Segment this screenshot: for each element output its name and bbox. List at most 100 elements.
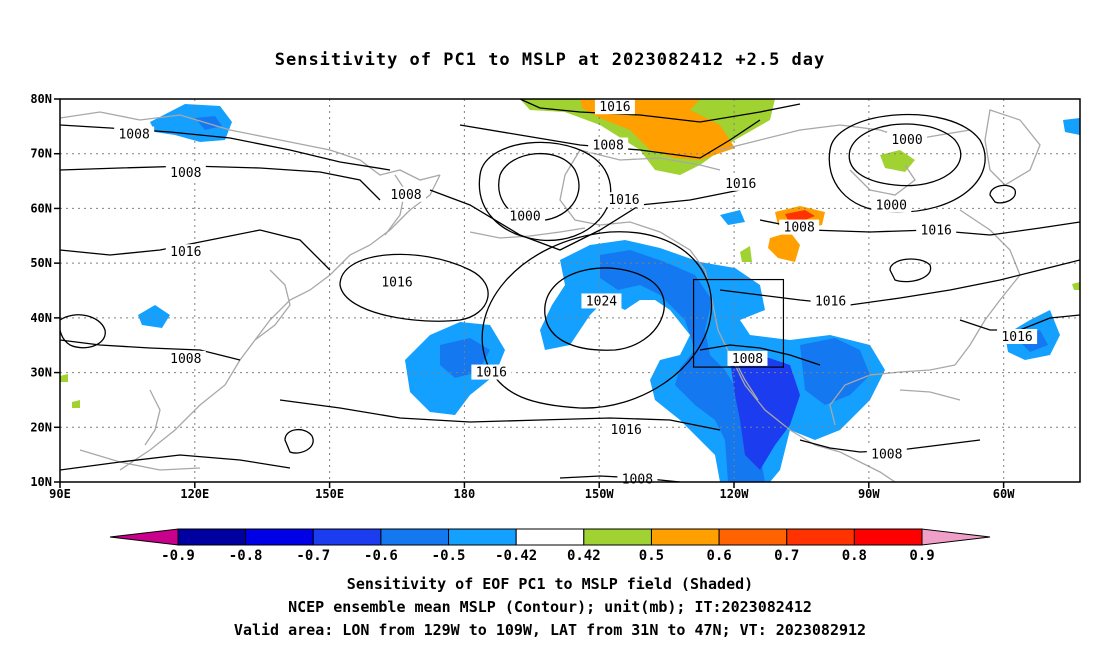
contour-1016-us: [719, 259, 1080, 306]
contour-label: 1008: [170, 166, 201, 181]
contour-1008-arctic: [459, 119, 761, 159]
contour-label-bg: [997, 329, 1038, 345]
contour-1008-siberia: [60, 124, 391, 171]
coast-aleutians: [469, 227, 586, 239]
lon-label: 120E: [180, 487, 209, 501]
contour-label-bg: [887, 132, 928, 148]
shade-positive-spot-4: [1072, 282, 1080, 290]
shade-positive-canada-south: [768, 232, 800, 262]
contour-label: 1016: [170, 245, 201, 260]
contour-label: 1016: [815, 294, 846, 309]
shade-positive-spot-1: [740, 246, 752, 262]
coast-alaska-north: [579, 149, 721, 171]
colorbar-label: -0.5: [432, 548, 466, 564]
lon-label: 150W: [585, 487, 615, 501]
colorbar-swatch: [515, 528, 585, 546]
lat-label: 40N: [30, 311, 52, 325]
colorbar-label: -0.6: [364, 548, 398, 564]
contour-label: 1008: [732, 352, 763, 367]
lon-label: 60W: [993, 487, 1015, 501]
contour-1000-low-bering: [498, 152, 580, 222]
contour-1016-aleutian: [429, 189, 741, 251]
contour-label: 1016: [608, 193, 639, 208]
shade-negative-nepac-core: [600, 250, 765, 482]
contour-1008-tropics: [60, 454, 291, 471]
shade-negative-east-edge: [1063, 118, 1080, 135]
contour-label: 1008: [390, 188, 421, 203]
colorbar: -0.9 -0.8 -0.7 -0.6 -0.5 -0.42 0.42 0.5 0.6 0.7 0.…: [109, 528, 991, 564]
contour-label: 1008: [622, 472, 653, 487]
colorbar-swatch: [786, 528, 855, 546]
contour-label-bg: [727, 350, 768, 366]
shade-negative-japan: [138, 305, 170, 328]
contour-small-low-1: [284, 429, 314, 454]
colorbar-swatch: [380, 528, 450, 546]
contour-label-bg: [165, 164, 206, 180]
contour-1008-low-bering: [478, 141, 612, 241]
contour-1008-mexico: [699, 344, 821, 366]
colorbar-label: 0.9: [909, 548, 934, 564]
contour-label-bg: [779, 219, 820, 235]
contour-labels: 1016 1008 1008 1000 1008 1016 1008 1016 1000 1000…: [114, 99, 1038, 487]
contour-small-low-3: [989, 184, 1016, 204]
coast-indonesia: [79, 449, 201, 471]
mslp-contours: [60, 99, 1080, 482]
contour-label-bg: [594, 99, 635, 115]
contour-label-bg: [377, 274, 418, 290]
lat-label: 80N: [30, 92, 52, 106]
lon-label: 120W: [720, 487, 750, 501]
colorbar-swatch: [853, 528, 923, 546]
contour-label: 1008: [871, 448, 902, 463]
contour-label: 1000: [891, 133, 922, 148]
contour-small-low-4: [60, 314, 106, 349]
contour-label: 1000: [876, 199, 907, 214]
contour-label-bg: [165, 350, 206, 366]
colorbar-swatch: [177, 528, 247, 546]
coast-north-america-west: [629, 221, 816, 446]
contour-label-bg: [720, 175, 761, 191]
colorbar-label: 0.6: [706, 548, 731, 564]
contour-1016-subtrop: [279, 399, 721, 431]
colorbar-swatch: [650, 528, 720, 546]
coast-japan: [254, 269, 291, 341]
valid-area-box: [692, 278, 785, 368]
coastlines: [60, 109, 1041, 482]
coast-central-america: [814, 444, 896, 482]
caption-contour: NCEP ensemble mean MSLP (Contour); unit(…: [288, 598, 812, 616]
lat-label: 20N: [30, 420, 52, 434]
coast-alaska-west: [559, 149, 631, 226]
coast-canada-arctic: [719, 124, 971, 151]
colorbar-label: 0.8: [842, 548, 867, 564]
contour-label: 1000: [509, 210, 540, 225]
shade-positive-spot-2: [60, 374, 68, 382]
lat-label: 50N: [30, 256, 52, 270]
colorbar-label: -0.42: [495, 548, 537, 564]
contour-label-bg: [165, 244, 206, 260]
colorbar-swatch: [718, 528, 788, 546]
map-title: Sensitivity of PC1 to MSLP at 2023082412…: [274, 50, 826, 70]
lat-label: 70N: [30, 147, 52, 161]
contour-label-bg: [114, 126, 155, 142]
contour-label-bg: [871, 197, 912, 213]
contour-label: 1024: [586, 294, 617, 309]
lon-label: 180: [454, 487, 476, 501]
contour-1008-west: [60, 165, 381, 201]
contour-label: 1016: [1001, 330, 1032, 345]
coast-greenland: [984, 109, 1041, 186]
contour-1016-north-pac: [339, 253, 489, 322]
contour-label-bg: [866, 446, 907, 462]
lat-label: 60N: [30, 201, 52, 215]
coast-kamchatka: [384, 174, 406, 236]
contour-label-bg: [603, 192, 644, 208]
contour-label-bg: [916, 222, 957, 238]
shade-negative-gulf: [800, 338, 870, 405]
contour-label-bg: [471, 364, 512, 380]
contour-label: 1008: [593, 139, 624, 154]
colorbar-swatch: [583, 528, 652, 546]
contour-label: 1016: [611, 423, 642, 438]
contour-1024-high: [544, 267, 665, 351]
contour-label-bg: [581, 293, 622, 309]
shade-negative-bc: [720, 210, 745, 225]
